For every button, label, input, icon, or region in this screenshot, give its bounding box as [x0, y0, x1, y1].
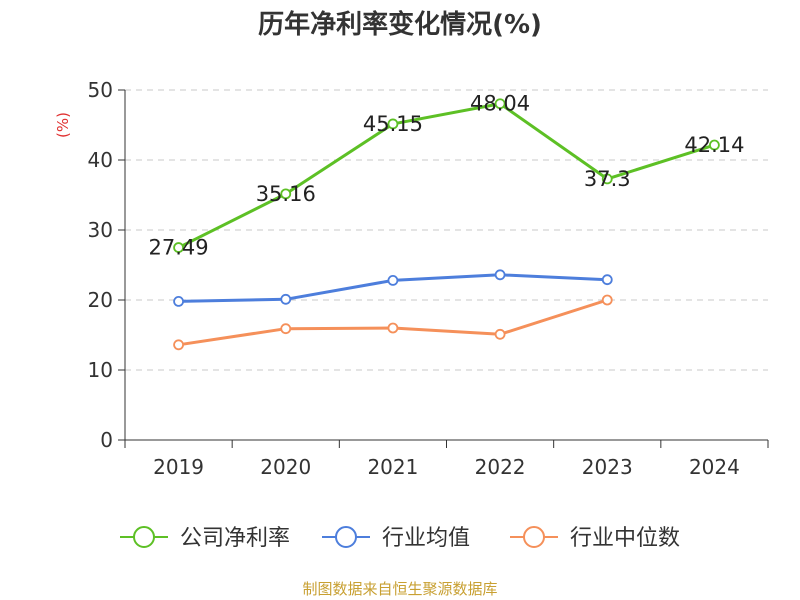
- data-point: [387, 274, 399, 286]
- legend-label: 公司净利率: [180, 526, 290, 551]
- legend-marker-icon: [335, 526, 357, 548]
- data-label: 45.15: [363, 112, 423, 136]
- data-point: [494, 269, 506, 281]
- legend-marker-icon: [133, 526, 155, 548]
- y-tick-label: 30: [88, 218, 113, 242]
- x-tick-label: 2021: [367, 455, 418, 479]
- series-line: [177, 102, 715, 249]
- axes: 0 10 20 30 40 50 2019 2020 2021 2022 2023 2024 (%): [54, 78, 769, 479]
- y-tick-label: 20: [88, 288, 113, 312]
- data-label: 37.3: [584, 167, 631, 191]
- data-point: [387, 322, 399, 334]
- data-point: [709, 139, 720, 151]
- y-tick-label: 10: [88, 358, 113, 382]
- data-point: [601, 173, 613, 185]
- data-point: [173, 295, 184, 307]
- x-tick-label: 2024: [689, 455, 740, 479]
- data-point: [280, 323, 292, 335]
- legend-label: 行业均值: [382, 526, 470, 551]
- series-lines: [173, 98, 720, 351]
- data-label: 27.49: [149, 236, 209, 260]
- data-point: [494, 328, 506, 340]
- data-point: [601, 274, 613, 286]
- data-label: 42.14: [684, 133, 744, 157]
- data-point: [494, 98, 506, 110]
- data-labels: 27.49 35.16 45.15 48.04 37.3 42.14: [149, 92, 745, 260]
- data-point: [173, 339, 184, 351]
- grid-lines: [125, 89, 768, 371]
- x-tick-label: 2023: [582, 455, 633, 479]
- data-point: [173, 242, 184, 253]
- legend: 公司净利率 行业均值 行业中位数: [120, 526, 680, 551]
- source-note: 制图数据来自恒生聚源数据库: [302, 580, 498, 598]
- legend-item[interactable]: 行业均值: [322, 526, 470, 551]
- legend-label: 行业中位数: [570, 526, 680, 551]
- data-point: [387, 118, 399, 130]
- y-tick-label: 50: [88, 78, 113, 102]
- legend-item[interactable]: 公司净利率: [120, 526, 290, 551]
- data-label: 48.04: [470, 92, 530, 116]
- data-point: [280, 188, 292, 200]
- x-tick-label: 2020: [260, 455, 311, 479]
- data-point: [280, 293, 292, 305]
- y-axis-label: (%): [54, 112, 72, 138]
- y-tick-label: 0: [100, 428, 113, 452]
- series-line: [178, 298, 608, 347]
- legend-marker-icon: [523, 526, 545, 548]
- x-tick-label: 2022: [475, 455, 526, 479]
- x-tick-label: 2019: [153, 455, 204, 479]
- y-tick-label: 40: [88, 148, 113, 172]
- data-point: [601, 294, 613, 306]
- chart-title: 历年净利率变化情况(%): [258, 10, 542, 40]
- legend-item[interactable]: 行业中位数: [510, 526, 680, 551]
- data-label: 35.16: [256, 182, 316, 206]
